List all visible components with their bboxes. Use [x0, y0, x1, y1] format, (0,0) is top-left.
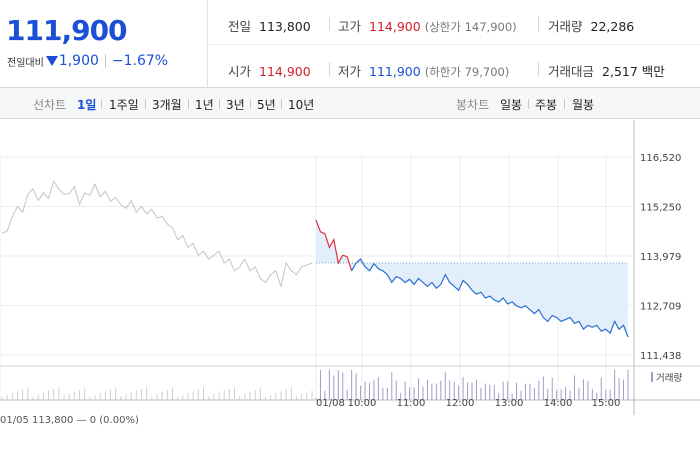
divider: [564, 99, 565, 109]
stat-label: 거래량: [548, 19, 583, 34]
y-tick-label: 115,250: [640, 203, 681, 214]
status-close: 113,800: [32, 415, 74, 426]
stat-value: 2,517 백만: [602, 64, 665, 79]
change-label: 전일대비: [7, 57, 44, 69]
price-change: 전일대비 1,900 −1.67%: [7, 53, 168, 69]
down-triangle-icon: [45, 56, 58, 66]
x-tick-label: 11:00: [397, 398, 426, 409]
y-tick-label: 113,979: [640, 252, 681, 263]
stat-high: 고가 114,900 (상한가 147,900): [338, 16, 517, 35]
quote-header: 111,900 전일대비 1,900 −1.67% 전일 113,800 고가 …: [0, 0, 700, 88]
x-tick-label: 01/08: [316, 398, 345, 409]
x-tick-label: 14:00: [544, 398, 573, 409]
session-line-up: [315, 219, 353, 271]
price-summary: 111,900 전일대비 1,900 −1.67%: [0, 0, 208, 88]
line-chart-label: 선차트: [33, 98, 67, 112]
y-tick-label: 111,438: [640, 351, 681, 362]
stat-amount: 거래대금 2,517 백만: [548, 61, 665, 80]
divider: [250, 99, 251, 109]
candle-chart-label: 봉차트: [456, 98, 490, 112]
lower-limit: (하한가 79,700): [424, 65, 510, 79]
change-amount: 1,900: [58, 53, 99, 69]
period-1y[interactable]: 1년: [195, 98, 214, 112]
change-area: [316, 220, 628, 337]
period-1w[interactable]: 1주일: [109, 98, 139, 112]
intraday-price-chart[interactable]: 116,520 115,250 113,979 112,709 111,438 01/08…: [0, 120, 700, 415]
period-5y[interactable]: 5년: [257, 98, 276, 112]
chart-tick-labels: 116,520 115,250 113,979 112,709 111,438 01/08…: [316, 153, 682, 409]
y-tick-label: 116,520: [640, 153, 681, 164]
status-change: — 0 (0.00%): [76, 415, 139, 426]
stat-value: 113,800: [259, 19, 311, 34]
candle-weekly[interactable]: 주봉: [535, 98, 558, 112]
stat-label: 저가: [338, 64, 362, 79]
divider: [281, 99, 282, 109]
divider: [145, 99, 146, 109]
chart-grid: [0, 155, 634, 400]
divider: [101, 99, 102, 109]
divider: [188, 99, 189, 109]
stat-low: 저가 111,900 (하한가 79,700): [338, 61, 509, 80]
status-date: 01/05: [0, 415, 29, 426]
volume-legend-label: 거래량: [656, 372, 682, 384]
current-price: 111,900: [6, 14, 128, 47]
prev-day-line: [1, 179, 313, 289]
x-tick-label: 12:00: [446, 398, 475, 409]
divider: [219, 99, 220, 109]
period-3y[interactable]: 3년: [226, 98, 245, 112]
chart-period-toolbar: 선차트 1일 1주일 3개월 1년 3년 5년 10년 봉차트 일봉 주봉 월봉: [0, 88, 700, 119]
stat-value: 111,900: [369, 64, 421, 79]
stat-prev-close: 전일 113,800: [228, 16, 311, 35]
period-3m[interactable]: 3개월: [152, 98, 182, 112]
volume-legend-swatch: [651, 372, 653, 382]
stat-label: 시가: [228, 64, 252, 79]
chart-series: [1, 179, 629, 338]
period-10y[interactable]: 10년: [288, 98, 315, 112]
y-tick-label: 112,709: [640, 302, 681, 313]
x-tick-label: 15:00: [592, 398, 621, 409]
change-percent: −1.67%: [111, 53, 169, 69]
stat-label: 전일: [228, 19, 252, 34]
stat-open: 시가 114,900: [228, 61, 311, 80]
candle-daily[interactable]: 일봉: [500, 98, 523, 112]
x-tick-label: 13:00: [495, 398, 524, 409]
volume-bars: [1, 370, 629, 400]
divider: [538, 17, 539, 31]
divider: [104, 54, 106, 68]
stat-label: 거래대금: [548, 64, 595, 79]
session-line-down: [351, 258, 629, 338]
stat-volume: 거래량 22,286: [548, 16, 634, 35]
chart-status-line: 01/05 113,800 — 0 (0.00%): [0, 415, 139, 426]
stat-value: 22,286: [590, 19, 635, 34]
divider: [329, 62, 330, 76]
candle-monthly[interactable]: 월봉: [572, 98, 595, 112]
stat-label: 고가: [338, 19, 362, 34]
divider: [329, 17, 330, 31]
stat-value: 114,900: [369, 19, 421, 34]
upper-limit: (상한가 147,900): [424, 20, 517, 34]
divider: [538, 62, 539, 76]
x-tick-label: 10:00: [348, 398, 377, 409]
stat-value: 114,900: [259, 64, 311, 79]
divider: [208, 44, 700, 45]
period-1d[interactable]: 1일: [77, 98, 97, 112]
divider: [528, 99, 529, 109]
